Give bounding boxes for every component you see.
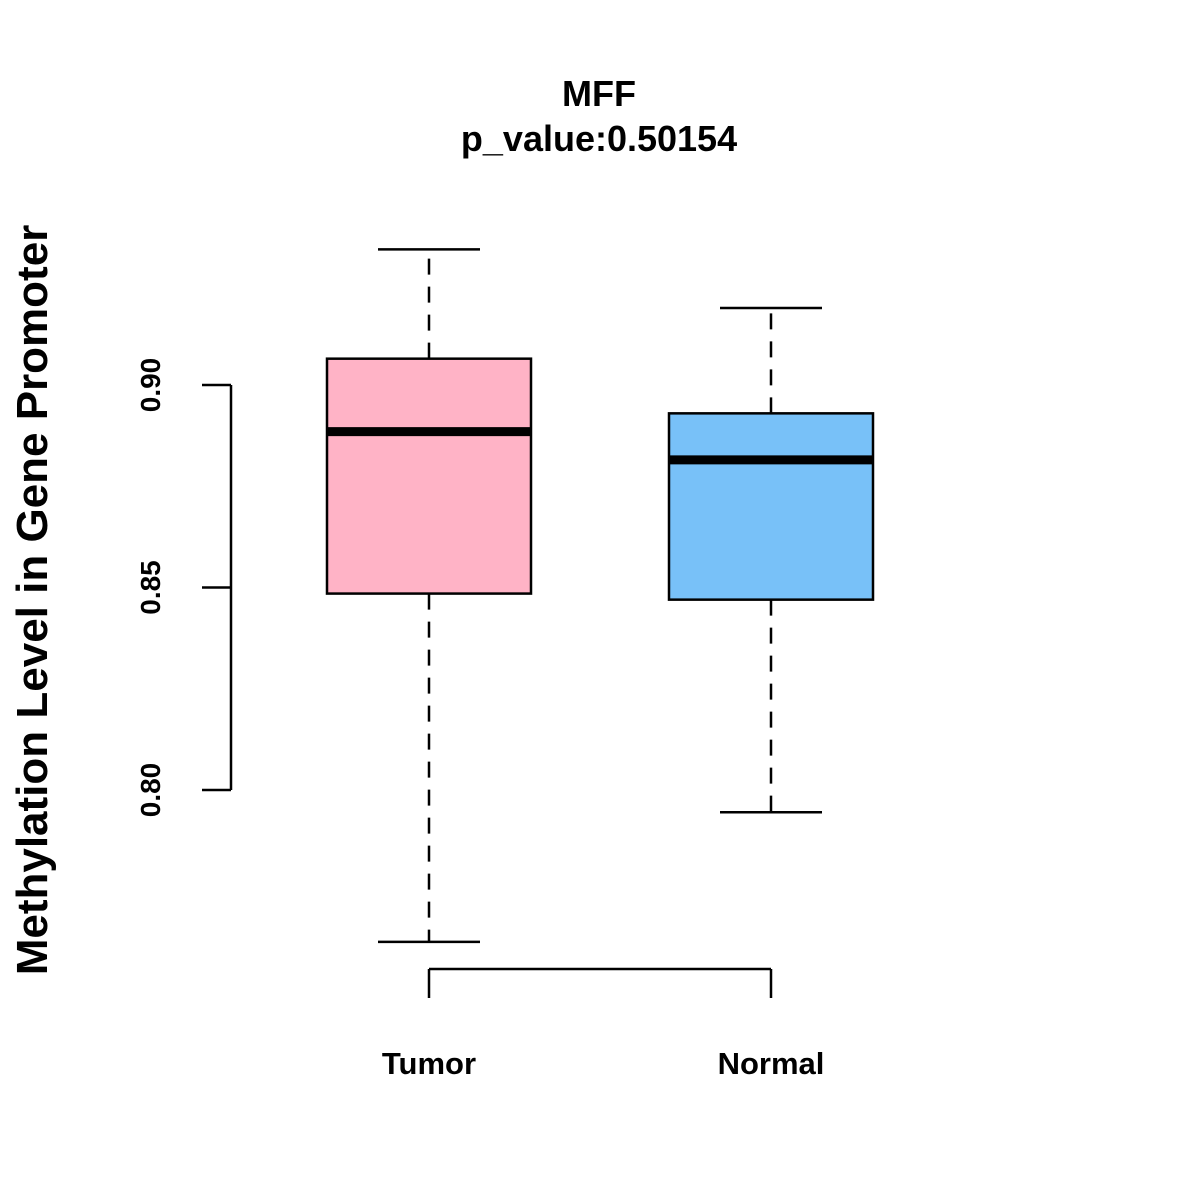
chart-title: MFF [562, 73, 636, 114]
y-tick-label: 0.90 [135, 358, 166, 413]
x-tick-label: Tumor [382, 1046, 476, 1081]
box-tumor [325, 248, 533, 944]
boxes-group [325, 248, 875, 944]
x-tick-label: Normal [718, 1046, 825, 1081]
y-tick-label: 0.85 [135, 560, 166, 615]
y-axis-label: Methylation Level in Gene Promoter [8, 225, 57, 976]
y-tick-label: 0.80 [135, 763, 166, 818]
chart-subtitle: p_value:0.50154 [461, 118, 737, 159]
iqr-box [667, 412, 875, 601]
y-axis: 0.80 0.85 0.90 [135, 358, 233, 818]
x-axis: Tumor Normal [382, 967, 825, 1081]
box-normal [667, 306, 875, 814]
iqr-box [325, 357, 533, 595]
